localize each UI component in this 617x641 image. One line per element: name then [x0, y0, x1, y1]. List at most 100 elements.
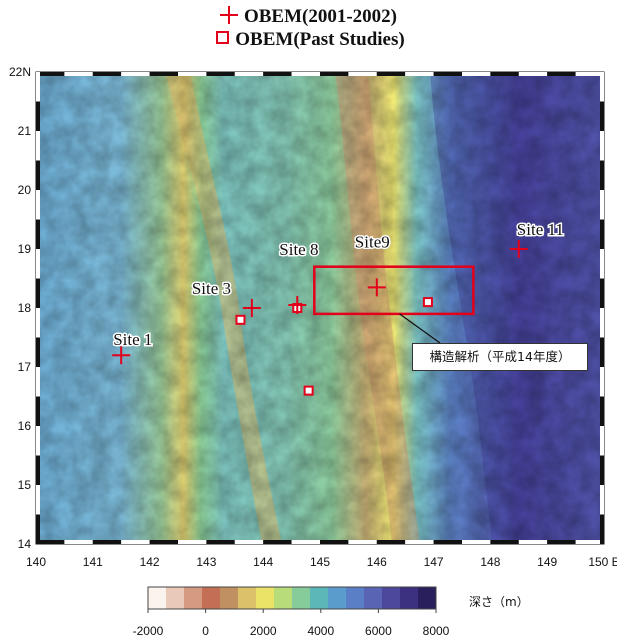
- colorbar-swatch: [310, 587, 329, 609]
- colorbar-swatch: [292, 587, 311, 609]
- frame-tick-segment: [263, 72, 292, 76]
- site-label: Site 11: [517, 220, 564, 239]
- frame-tick-segment: [600, 190, 604, 220]
- site-marker: Site 8: [278, 239, 320, 315]
- frame-tick-segment: [64, 540, 93, 544]
- colorbar-swatch: [382, 587, 401, 609]
- frame-tick-segment: [600, 249, 604, 279]
- site-label: Site 8: [279, 240, 318, 259]
- frame-tick-segment: [36, 131, 40, 161]
- frame-tick-segment: [320, 72, 349, 76]
- structure-analysis-label: 構造解析（平成14年度）: [412, 343, 588, 371]
- site-label: Site9: [355, 232, 390, 251]
- past-study-square-marker: [235, 314, 246, 325]
- relief-texture: [36, 72, 604, 544]
- site-label: Site 1: [113, 330, 152, 349]
- y-tick-label: 15: [18, 478, 32, 492]
- site-marker: Site9: [353, 231, 391, 297]
- frame-tick-segment: [490, 72, 519, 76]
- y-tick-label: 20: [18, 183, 32, 197]
- frame-tick-segment: [433, 540, 462, 544]
- frame-tick-segment: [600, 219, 604, 249]
- frame-tick-segment: [36, 72, 40, 102]
- frame-tick-segment: [36, 337, 40, 367]
- legend-obem-past: OBEM(Past Studies): [0, 29, 617, 51]
- frame-tick-segment: [600, 278, 604, 308]
- colorbar-swatch: [238, 587, 257, 609]
- x-tick-label: 143: [196, 555, 216, 569]
- colorbar-tick-label: 8000: [423, 624, 450, 638]
- frame-tick-segment: [234, 72, 264, 76]
- frame-tick-segment: [376, 540, 406, 544]
- frame-tick-segment: [36, 219, 40, 249]
- frame-tick-segment: [64, 72, 93, 76]
- colorbar-tick-label: 2000: [250, 624, 277, 638]
- frame-tick-segment: [149, 540, 178, 544]
- frame-tick-segment: [462, 540, 491, 544]
- frame-tick-segment: [600, 72, 604, 102]
- frame-tick-segment: [206, 72, 235, 76]
- frame-tick-segment: [291, 540, 320, 544]
- x-tick-label: 144: [253, 555, 273, 569]
- y-tick-label: 16: [18, 419, 32, 433]
- frame-tick-segment: [600, 455, 604, 485]
- frame-tick-segment: [36, 426, 40, 456]
- frame-tick-segment: [36, 367, 40, 397]
- frame-tick-segment: [600, 514, 604, 544]
- legend-obem-past-label: OBEM(Past Studies): [235, 29, 405, 50]
- frame-tick-segment: [36, 455, 40, 485]
- x-tick-label: 142: [140, 555, 160, 569]
- frame-tick-segment: [600, 367, 604, 397]
- frame-tick-segment: [600, 337, 604, 367]
- bathymetry-map: [36, 72, 604, 544]
- frame-tick-segment: [405, 540, 434, 544]
- red-square-icon: [216, 31, 230, 44]
- y-tick-label: 19: [18, 242, 32, 256]
- frame-tick-segment: [518, 540, 548, 544]
- colorbar-swatch: [256, 587, 275, 609]
- site-marker: Site 3: [190, 278, 261, 317]
- x-tick-label: 140: [26, 555, 46, 569]
- colorbar-tick-label: 6000: [365, 624, 392, 638]
- frame-tick-segment: [547, 540, 576, 544]
- frame-tick-segment: [518, 72, 548, 76]
- frame-tick-segment: [36, 72, 65, 76]
- frame-tick-segment: [263, 540, 292, 544]
- frame-tick-segment: [36, 160, 40, 190]
- frame-tick-segment: [36, 485, 40, 515]
- colorbar-swatch: [274, 587, 293, 609]
- x-tick-label: 149: [537, 555, 557, 569]
- frame-tick-segment: [36, 396, 40, 426]
- colorbar-tick-label: 4000: [307, 624, 334, 638]
- frame-tick-segment: [121, 72, 150, 76]
- frame-tick-segment: [36, 190, 40, 220]
- x-tick-label: 141: [83, 555, 103, 569]
- colorbar-swatch: [184, 587, 203, 609]
- frame-tick-segment: [348, 540, 377, 544]
- x-tick-label: 146: [367, 555, 387, 569]
- frame-tick-segment: [600, 396, 604, 426]
- colorbar-tick-label: 0: [202, 624, 209, 638]
- frame-tick-segment: [600, 101, 604, 131]
- structure-analysis-area: [313, 265, 475, 316]
- colorbar-swatch: [418, 587, 437, 609]
- colorbar-swatch: [346, 587, 365, 609]
- x-tick-label: 145: [310, 555, 330, 569]
- site-markers: Site 1 Site 3 Site 8 Site9 Site 11: [112, 219, 565, 365]
- site-marker: Site 11: [509, 219, 565, 258]
- colorbar-swatch: [148, 587, 167, 609]
- annotation-leader-line: [399, 313, 441, 344]
- frame-tick-segment: [36, 249, 40, 279]
- frame-tick-segment: [600, 426, 604, 456]
- frame-tick-segment: [178, 72, 207, 76]
- y-tick-label: 18: [18, 301, 32, 315]
- frame-tick-segment: [320, 540, 349, 544]
- frame-tick-segment: [547, 72, 576, 76]
- colorbar-swatch: [400, 587, 419, 609]
- frame-tick-segment: [490, 540, 519, 544]
- past-study-square-marker: [422, 297, 433, 308]
- axis-labels: 140 141 142 143 144 145 146 147 148 149 150 E 22N 21…: [9, 65, 617, 569]
- colorbar-unit-label: 深さ（m）: [469, 595, 529, 609]
- y-tick-label: 21: [18, 124, 32, 138]
